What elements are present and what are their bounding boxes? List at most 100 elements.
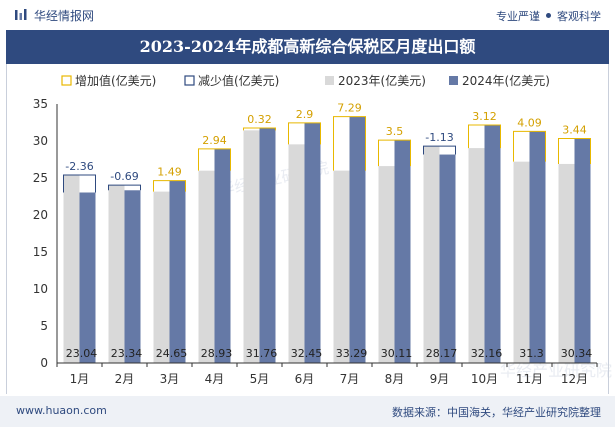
top-bar: 华经情报网 专业严谨 客观科学 — [0, 0, 615, 30]
x-tick-label: 10月 — [471, 372, 498, 386]
increase-marker — [243, 127, 276, 131]
footer: www.huaon.com 数据来源：中国海关，华经产业研究院整理 — [0, 396, 615, 427]
legend-label: 减少值(亿美元) — [198, 73, 279, 88]
value-label-2024: 28.93 — [201, 347, 233, 360]
increase-marker — [468, 124, 501, 149]
legend-swatch — [325, 76, 334, 85]
change-label: 1.49 — [157, 166, 182, 179]
tagline-right: 客观科学 — [557, 10, 601, 23]
increase-marker — [378, 139, 411, 167]
value-label-2024: 31.3 — [519, 347, 544, 360]
bar-2023 — [513, 161, 530, 363]
x-tick-label: 4月 — [205, 372, 225, 386]
bar-2023 — [153, 191, 170, 363]
value-label-2024: 33.29 — [336, 347, 368, 360]
change-label: 2.94 — [202, 134, 227, 147]
chart-title: 2023-2024年成都高新综合保税区月度出口额 — [6, 30, 609, 64]
legend-swatch — [449, 76, 458, 85]
bar-2024 — [574, 138, 591, 363]
value-label-2024: 32.16 — [471, 347, 503, 360]
x-tick-label: 9月 — [430, 372, 450, 386]
y-tick-label: 0 — [40, 356, 48, 370]
value-label-2024: 31.76 — [246, 347, 278, 360]
bar-2023 — [378, 166, 395, 363]
bar-2023 — [423, 146, 440, 363]
y-tick-label: 10 — [33, 282, 48, 296]
value-label-2024: 23.04 — [66, 347, 98, 360]
x-tick-label: 8月 — [385, 372, 405, 386]
legend-label: 2023年(亿美元) — [338, 73, 426, 88]
change-label: -1.13 — [425, 131, 453, 144]
x-tick-label: 3月 — [160, 372, 180, 386]
bar-2024 — [394, 140, 411, 363]
x-tick-label: 6月 — [295, 372, 315, 386]
bar-2024 — [169, 180, 186, 363]
footer-website[interactable]: www.huaon.com — [16, 404, 107, 417]
y-tick-label: 20 — [33, 208, 48, 222]
bar-2023 — [468, 148, 485, 363]
increase-marker — [198, 148, 231, 171]
bar-2023 — [558, 163, 575, 363]
change-label: 7.29 — [337, 102, 362, 115]
brand-logo-icon — [15, 9, 27, 20]
change-label: -2.36 — [65, 160, 93, 173]
decrease-marker — [423, 145, 456, 155]
x-tick-label: 7月 — [340, 372, 360, 386]
bar-2023 — [108, 185, 125, 363]
value-label-2024: 30.34 — [561, 347, 593, 360]
watermark-text: 华经产业研究院 — [500, 361, 612, 380]
x-tick-label: 11月 — [516, 372, 543, 386]
bar-chart: 华经产业研究院华经产业研究院增加值(亿美元)减少值(亿美元)2023年(亿美元)… — [33, 73, 612, 386]
value-label-2024: 32.45 — [291, 347, 323, 360]
x-tick-label: 2月 — [115, 372, 135, 386]
change-label: 3.12 — [472, 110, 497, 123]
change-label: 3.5 — [386, 125, 404, 138]
brand-name: 华经情报网 — [34, 9, 95, 23]
x-tick-label: 5月 — [250, 372, 270, 386]
legend-swatch — [184, 75, 195, 86]
decrease-marker — [63, 174, 96, 193]
bar-2024 — [79, 192, 96, 363]
increase-marker — [153, 180, 186, 192]
bar-2023 — [288, 144, 305, 363]
value-label-2024: 30.11 — [381, 347, 413, 360]
bar-2023 — [198, 170, 215, 363]
increase-marker — [288, 122, 321, 145]
change-label: 3.44 — [562, 123, 587, 136]
value-label-2024: 23.34 — [111, 347, 143, 360]
legend-label: 增加值(亿美元) — [75, 73, 156, 88]
increase-marker — [333, 116, 366, 171]
x-tick-label: 1月 — [70, 372, 90, 386]
tagline-left: 专业严谨 — [496, 10, 540, 23]
legend-label: 2024年(亿美元) — [462, 73, 550, 88]
change-label: 4.09 — [517, 116, 542, 129]
bar-2024 — [214, 148, 231, 363]
value-label-2024: 24.65 — [156, 347, 188, 360]
bar-2024 — [439, 154, 456, 363]
value-label-2024: 28.17 — [426, 347, 458, 360]
bar-2024 — [304, 122, 321, 363]
bar-2024 — [124, 190, 141, 363]
y-tick-label: 5 — [40, 319, 48, 333]
bar-2024 — [484, 125, 501, 364]
footer-source: 数据来源：中国海关，华经产业研究院整理 — [392, 406, 601, 419]
bar-2023 — [243, 130, 260, 363]
brand: 华经情报网 — [14, 7, 94, 24]
bar-2024 — [259, 127, 276, 363]
y-tick-label: 30 — [33, 134, 48, 148]
y-tick-label: 35 — [33, 97, 48, 111]
change-label: -0.69 — [110, 170, 138, 183]
x-tick-label: 12月 — [561, 372, 588, 386]
decrease-marker — [108, 184, 141, 191]
y-tick-label: 25 — [33, 171, 48, 185]
increase-marker — [558, 137, 591, 164]
bar-2023 — [63, 175, 80, 363]
change-label: 2.9 — [296, 108, 314, 121]
dot-icon — [546, 13, 551, 18]
change-label: 0.32 — [247, 113, 272, 126]
bar-2024 — [529, 131, 546, 363]
increase-marker — [513, 130, 546, 162]
bar-2024 — [349, 116, 366, 364]
legend-swatch — [61, 75, 72, 86]
y-tick-label: 15 — [33, 245, 48, 259]
